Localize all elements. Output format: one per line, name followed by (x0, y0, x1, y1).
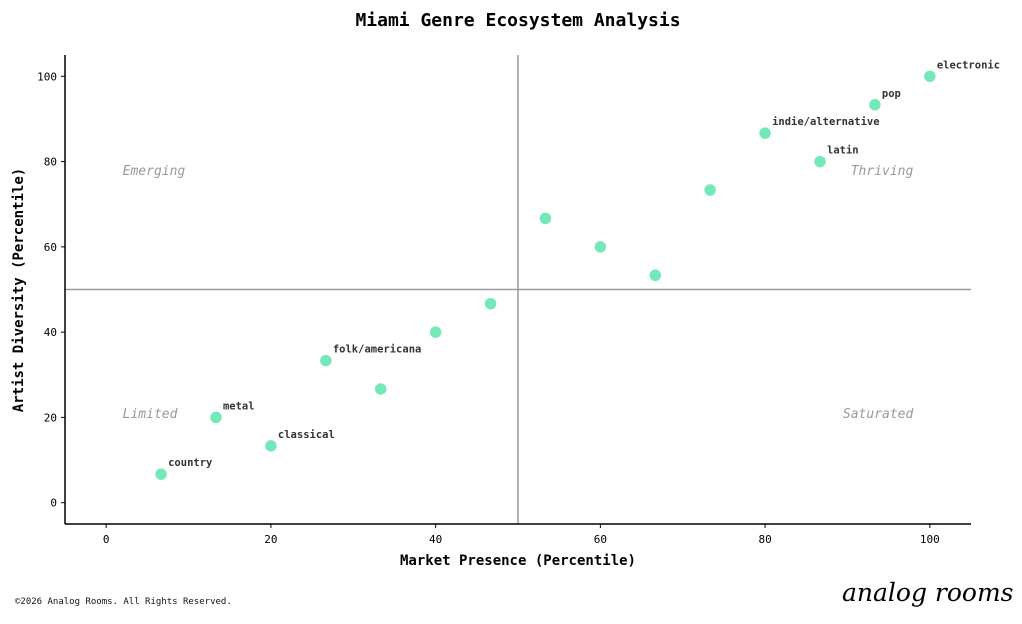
y-tick-label: 100 (37, 70, 57, 83)
quadrant-label: Limited (123, 407, 178, 422)
data-point (922, 69, 938, 84)
x-tick-label: 80 (758, 533, 771, 546)
data-point (648, 268, 663, 283)
point-label: metal (223, 400, 255, 412)
data-point (428, 324, 443, 340)
point-label: electronic (937, 59, 1000, 71)
data-point (867, 97, 883, 113)
quadrant-label: Saturated (843, 407, 914, 422)
y-tick-label: 80 (44, 156, 57, 169)
data-point (812, 154, 828, 169)
point-label: indie/alternative (772, 116, 879, 128)
y-tick-label: 40 (44, 326, 57, 339)
y-tick-label: 60 (44, 241, 57, 254)
point-label: classical (278, 429, 335, 441)
y-tick-label: 20 (44, 411, 57, 424)
quadrant-label: Emerging (123, 164, 186, 179)
chart-title: Miami Genre Ecosystem Analysis (355, 10, 680, 31)
x-tick-label: 40 (429, 533, 442, 546)
data-point (318, 353, 334, 368)
x-axis-label: Market Presence (Percentile) (400, 553, 636, 569)
x-tick-label: 60 (594, 533, 607, 546)
data-point (483, 296, 498, 311)
data-point (263, 438, 279, 454)
quadrant-label: Thriving (851, 164, 914, 179)
point-label: country (168, 457, 213, 469)
data-point (593, 239, 608, 255)
data-point (538, 211, 553, 226)
data-point (702, 182, 718, 198)
data-point (153, 466, 169, 482)
y-axis-label: Artist Diversity (Percentile) (11, 168, 27, 412)
data-point (757, 125, 773, 141)
x-tick-label: 100 (920, 533, 940, 546)
analog-rooms-logo: analog rooms (842, 578, 1014, 607)
x-tick-label: 0 (103, 533, 110, 546)
copyright-footer: ©2026 Analog Rooms. All Rights Reserved. (15, 597, 232, 607)
point-label: folk/americana (333, 344, 422, 356)
point-label: pop (882, 88, 901, 100)
y-tick-label: 0 (50, 497, 57, 510)
data-point (373, 381, 388, 397)
point-label: latin (827, 145, 859, 157)
data-point (208, 410, 224, 425)
x-tick-label: 20 (264, 533, 277, 546)
